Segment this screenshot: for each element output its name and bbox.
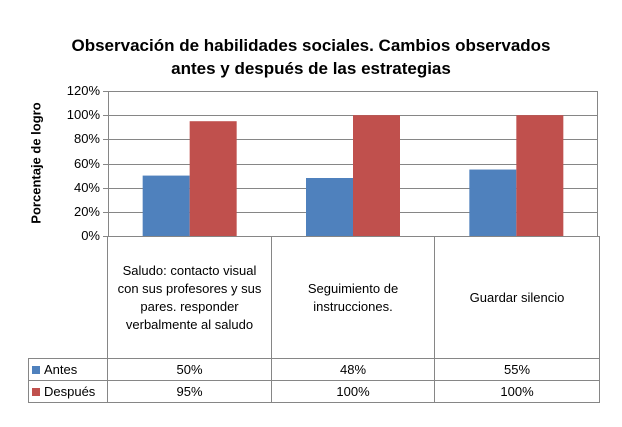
data-cell: 55% (434, 358, 600, 381)
legend-swatch-despues (32, 388, 40, 396)
series-row-antes: Antes 50% 48% 55% (28, 358, 600, 381)
bar-despus (353, 115, 400, 236)
data-cell: 50% (107, 358, 272, 381)
y-tick-label: 100% (66, 107, 100, 123)
data-cell: 100% (434, 380, 600, 403)
category-cell: Seguimiento de instrucciones. (271, 236, 435, 359)
legend-label: Antes (44, 362, 78, 377)
data-cell: 100% (271, 380, 435, 403)
bar-despus (189, 121, 237, 236)
legend-swatch-antes (32, 366, 40, 374)
legend-entry-despues: Después (28, 380, 108, 403)
category-row: Saludo: contacto visual con sus profesor… (28, 236, 600, 359)
chart-title-line-2: antes y después de las estrategias (171, 59, 451, 78)
chart-title: Observación de habilidades sociales. Cam… (0, 34, 622, 80)
y-tick-label: 20% (73, 203, 100, 219)
category-label: Saludo: contacto visual con sus profesor… (117, 262, 262, 332)
series-row-despues: Después 95% 100% 100% (28, 380, 600, 403)
data-table: Saludo: contacto visual con sus profesor… (28, 236, 600, 403)
category-label: Guardar silencio (469, 289, 565, 305)
chart-title-line-1: Observación de habilidades sociales. Cam… (71, 36, 551, 55)
category-label: Seguimiento de instrucciones. (307, 280, 399, 314)
category-cell: Saludo: contacto visual con sus profesor… (107, 236, 272, 359)
y-axis-label-text: Porcentaje de logro (28, 102, 44, 224)
category-cell: Guardar silencio (434, 236, 600, 359)
bar-antes (469, 169, 517, 236)
y-tick-label: 120% (66, 83, 100, 98)
data-cell: 48% (271, 358, 435, 381)
y-tick-label: 60% (73, 155, 100, 171)
bar-despus (516, 115, 564, 236)
bar-antes (306, 178, 353, 236)
y-tick-label: 80% (73, 131, 100, 147)
bar-antes (142, 175, 190, 236)
table-corner (28, 236, 108, 359)
legend-label: Después (44, 384, 96, 399)
legend-entry-antes: Antes (28, 358, 108, 381)
y-tick-label: 40% (73, 179, 100, 195)
data-cell: 95% (107, 380, 272, 403)
